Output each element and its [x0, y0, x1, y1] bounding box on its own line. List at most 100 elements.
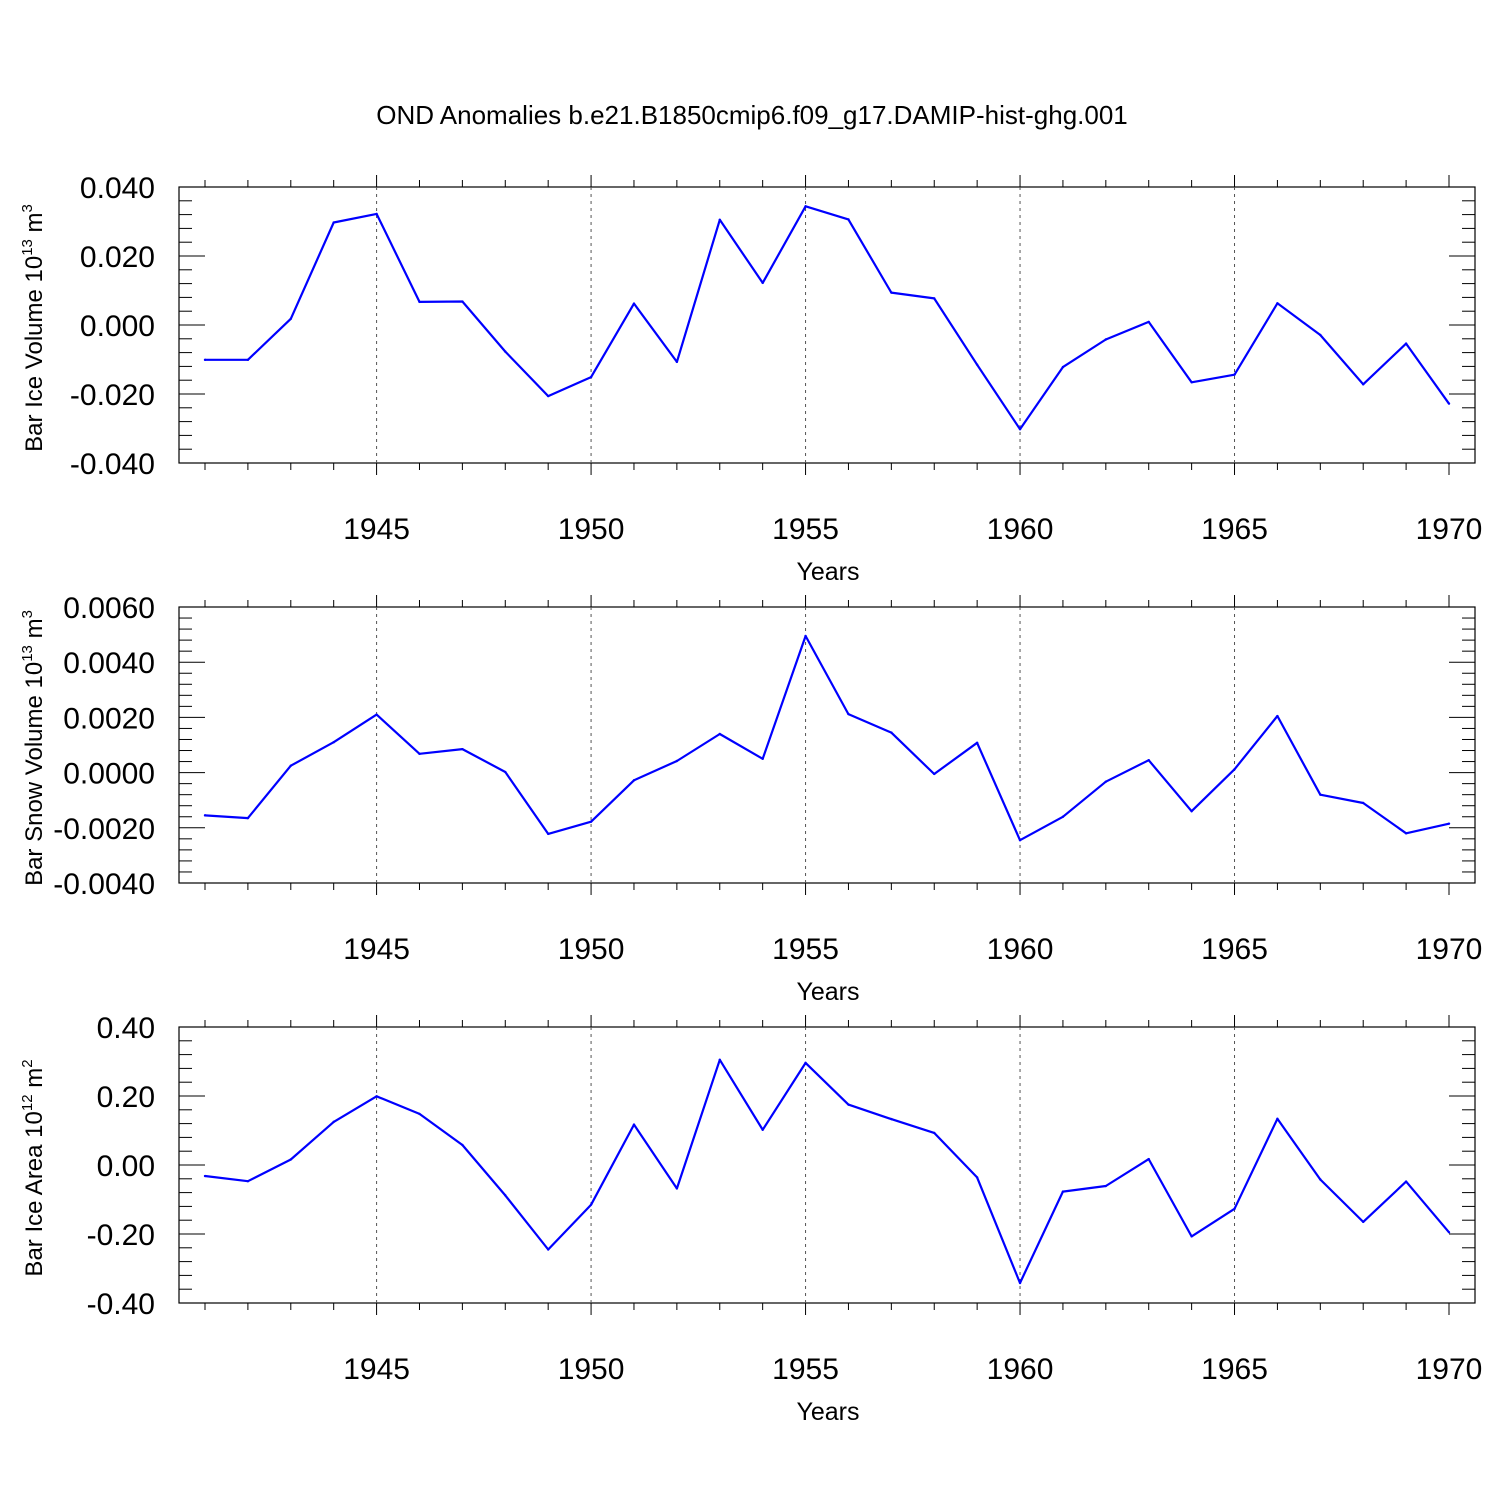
- y-tick-label: -0.020: [70, 379, 155, 412]
- data-point: [718, 1058, 721, 1061]
- data-point: [289, 764, 292, 767]
- data-point: [203, 358, 207, 362]
- data-point: [546, 832, 550, 836]
- data-point: [890, 731, 893, 734]
- y-axis-label: Bar Ice Volume 1013 m3: [19, 204, 48, 452]
- x-tick-label: 1950: [558, 1353, 625, 1386]
- data-point: [675, 1187, 679, 1190]
- x-axis-label: Years: [796, 1398, 859, 1426]
- data-point: [933, 1131, 936, 1135]
- x-tick-label: 1955: [772, 513, 839, 546]
- panels: -0.040 -0.020 0.000 0.020 0.040 1945 1950 1955 1…: [19, 172, 1482, 1426]
- data-point: [1147, 1157, 1150, 1161]
- x-tick-label: 1955: [772, 933, 839, 966]
- y-axis-label: Bar Snow Volume 1013 m3: [19, 610, 48, 886]
- data-point: [1276, 714, 1279, 718]
- figure-title: OND Anomalies b.e21.B1850cmip6.f09_g17.D…: [376, 100, 1128, 130]
- x-tick-label: 1970: [1416, 513, 1483, 546]
- data-point: [1404, 342, 1408, 345]
- data-point: [203, 814, 207, 817]
- data-point: [589, 820, 593, 823]
- data-point: [418, 300, 421, 304]
- data-point: [1190, 1235, 1193, 1238]
- y-tick-label: -0.20: [87, 1219, 155, 1252]
- data-point: [1276, 302, 1279, 305]
- data-point: [332, 741, 335, 744]
- data-point: [847, 712, 850, 716]
- data-point: [761, 757, 764, 760]
- y-tick-label: -0.0040: [53, 868, 155, 901]
- data-point: [589, 375, 593, 379]
- x-tick-label: 1945: [343, 513, 410, 546]
- panel-snow-volume: -0.0040 -0.0020 0.0000 0.0020 0.0040 0.0060 19…: [19, 592, 1482, 1006]
- y-tick-label: 0.020: [80, 241, 155, 274]
- data-point: [1447, 402, 1451, 405]
- plot-frame: [178, 606, 1476, 884]
- y-tick-label: 0.0060: [63, 592, 155, 625]
- y-tick-label: 0.40: [97, 1012, 155, 1045]
- data-point: [332, 221, 335, 224]
- data-point: [1147, 320, 1150, 324]
- data-point: [504, 350, 507, 353]
- y-tick-label: -0.40: [87, 1288, 155, 1321]
- x-tick-label: 1945: [343, 1353, 410, 1386]
- data-point: [1061, 365, 1065, 369]
- data-point: [1319, 333, 1322, 337]
- data-point: [1233, 373, 1236, 376]
- y-tick-label: 0.000: [80, 310, 155, 343]
- data-point: [1018, 839, 1022, 842]
- data-point: [1233, 768, 1236, 771]
- plot-frame: [178, 1026, 1476, 1304]
- x-tick-label: 1965: [1201, 513, 1268, 546]
- data-point: [975, 1176, 979, 1179]
- series-line-ice-volume: [205, 205, 1450, 431]
- y-tick-label: 0.0000: [63, 758, 155, 791]
- x-tick-label: 1970: [1416, 1353, 1483, 1386]
- data-point: [418, 1112, 421, 1116]
- data-point: [847, 1103, 850, 1106]
- data-point: [375, 713, 378, 716]
- x-axis-label: Years: [796, 978, 859, 1006]
- x-tick-label: 1960: [987, 513, 1054, 546]
- x-tick-label: 1945: [343, 933, 410, 966]
- x-tick-label: 1950: [558, 513, 625, 546]
- series-line-snow-volume: [204, 634, 1450, 842]
- x-tick-label: 1950: [558, 933, 625, 966]
- data-point: [890, 291, 893, 294]
- data-point: [847, 218, 850, 221]
- y-tick-label: 0.00: [97, 1150, 155, 1183]
- data-point: [504, 770, 507, 774]
- data-point: [718, 218, 721, 221]
- x-axis-label: Years: [796, 558, 859, 586]
- x-tick-label: 1965: [1201, 1353, 1268, 1386]
- data-point: [332, 1120, 335, 1124]
- panel-ice-volume: -0.040 -0.020 0.000 0.020 0.040 1945 1950 1955 1…: [19, 172, 1482, 586]
- data-point: [975, 363, 979, 366]
- data-point: [589, 1203, 593, 1206]
- data-point: [375, 1095, 378, 1098]
- data-point: [546, 1248, 550, 1251]
- data-point: [1404, 1180, 1408, 1183]
- data-point: [1447, 822, 1451, 825]
- data-point: [289, 1158, 292, 1161]
- y-tick-label: 0.20: [97, 1081, 155, 1114]
- data-point: [246, 1180, 250, 1183]
- series-line-ice-area: [204, 1058, 1450, 1285]
- data-point: [1362, 1220, 1365, 1224]
- data-point: [1362, 383, 1365, 386]
- data-point: [761, 281, 764, 285]
- data-point: [1061, 1190, 1065, 1193]
- y-tick-label: 0.040: [80, 172, 155, 205]
- data-point: [1319, 793, 1322, 796]
- data-point: [1319, 1178, 1322, 1181]
- x-tick-label: 1960: [987, 1353, 1054, 1386]
- data-point: [1233, 1207, 1236, 1211]
- data-point: [632, 779, 636, 782]
- data-point: [203, 1174, 207, 1178]
- data-point: [461, 300, 464, 303]
- data-point: [632, 302, 636, 305]
- data-point: [1190, 381, 1193, 384]
- data-point: [1147, 758, 1150, 762]
- data-point: [1104, 338, 1108, 341]
- panel-ice-area: -0.40 -0.20 0.00 0.20 0.40 1945 1950 1955 1960 19…: [19, 1012, 1482, 1426]
